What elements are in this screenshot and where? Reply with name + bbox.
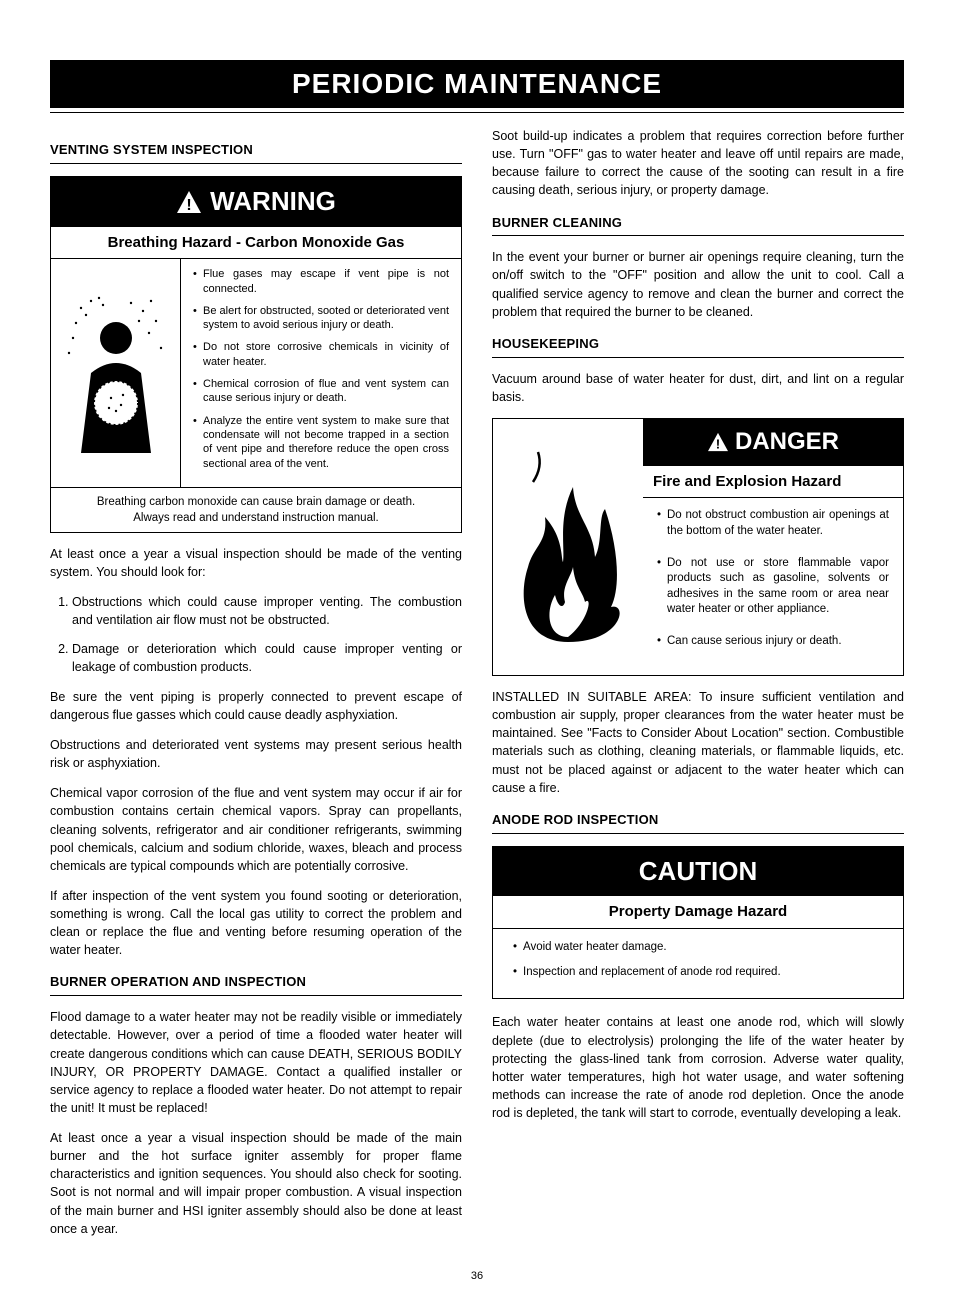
danger-banner-text: DANGER [735, 425, 839, 460]
two-column-layout: VENTING SYSTEM INSPECTION ! WARNING Brea… [50, 127, 904, 1250]
danger-pictogram [493, 419, 643, 675]
danger-bullets: Do not obstruct combustion air openings … [643, 498, 903, 675]
danger-bullet: Do not obstruct combustion air openings … [657, 508, 889, 539]
heading-anode: ANODE ROD INSPECTION [492, 811, 904, 834]
page-title: PERIODIC MAINTENANCE [50, 60, 904, 108]
heading-venting: VENTING SYSTEM INSPECTION [50, 141, 462, 164]
body-text: Be sure the vent piping is properly conn… [50, 688, 462, 724]
svg-text:!: ! [186, 197, 191, 214]
warning-bullets: Flue gases may escape if vent pipe is no… [181, 259, 461, 487]
caution-banner: CAUTION [493, 847, 903, 897]
right-column: Soot build-up indicates a problem that r… [492, 127, 904, 1250]
warning-bullet: Analyze the entire vent system to make s… [193, 414, 449, 471]
svg-text:!: ! [716, 437, 720, 452]
heading-burner-op: BURNER OPERATION AND INSPECTION [50, 973, 462, 996]
caution-bullet: Avoid water heater damage. [513, 939, 883, 956]
caution-subtitle: Property Damage Hazard [493, 896, 903, 929]
heading-housekeeping: HOUSEKEEPING [492, 335, 904, 358]
warning-bullet: Flue gases may escape if vent pipe is no… [193, 267, 449, 296]
left-column: VENTING SYSTEM INSPECTION ! WARNING Brea… [50, 127, 462, 1250]
warning-bullet: Do not store corrosive chemicals in vici… [193, 340, 449, 369]
caution-box: CAUTION Property Damage Hazard Avoid wat… [492, 846, 904, 1000]
warning-bullet: Chemical corrosion of flue and vent syst… [193, 377, 449, 406]
heading-burner-cleaning: BURNER CLEANING [492, 214, 904, 237]
body-text: Obstructions and deteriorated vent syste… [50, 736, 462, 772]
body-text: At least once a year a visual inspection… [50, 1129, 462, 1238]
danger-box: ! DANGER Fire and Explosion Hazard Do no… [492, 418, 904, 676]
warning-box: ! WARNING Breathing Hazard - Carbon Mono… [50, 176, 462, 533]
inspection-list: Obstructions which could cause improper … [72, 593, 462, 676]
warning-footer-line1: Breathing carbon monoxide can cause brai… [61, 494, 451, 510]
danger-right: ! DANGER Fire and Explosion Hazard Do no… [643, 419, 903, 675]
title-rule [50, 112, 904, 113]
warning-triangle-icon: ! [176, 190, 202, 214]
warning-subtitle: Breathing Hazard - Carbon Monoxide Gas [51, 227, 461, 260]
danger-bullet: Do not use or store flammable vapor prod… [657, 556, 889, 618]
danger-body: ! DANGER Fire and Explosion Hazard Do no… [493, 419, 903, 675]
body-text: In the event your burner or burner air o… [492, 248, 904, 321]
caution-bullets: Avoid water heater damage. Inspection an… [493, 929, 903, 998]
body-text: Flood damage to a water heater may not b… [50, 1008, 462, 1117]
danger-subtitle: Fire and Explosion Hazard [643, 466, 903, 499]
list-item: Obstructions which could cause improper … [72, 593, 462, 629]
caution-bullet: Inspection and replacement of anode rod … [513, 964, 883, 981]
warning-banner: ! WARNING [51, 177, 461, 227]
body-text: At least once a year a visual inspection… [50, 545, 462, 581]
body-text: Vacuum around base of water heater for d… [492, 370, 904, 406]
warning-bullet: Be alert for obstructed, sooted or deter… [193, 304, 449, 333]
page-number: 36 [50, 1270, 904, 1282]
body-text: Each water heater contains at least one … [492, 1013, 904, 1122]
body-text: If after inspection of the vent system y… [50, 887, 462, 960]
danger-bullet: Can cause serious injury or death. [657, 634, 889, 650]
warning-body: Flue gases may escape if vent pipe is no… [51, 259, 461, 487]
warning-footer-line2: Always read and understand instruction m… [61, 510, 451, 526]
body-text: Soot build-up indicates a problem that r… [492, 127, 904, 200]
body-text: Chemical vapor corrosion of the flue and… [50, 784, 462, 875]
list-item: Damage or deterioration which could caus… [72, 640, 462, 676]
body-text: INSTALLED IN SUITABLE AREA: To insure su… [492, 688, 904, 797]
warning-pictogram [51, 259, 181, 487]
warning-banner-text: WARNING [210, 183, 336, 221]
danger-banner: ! DANGER [643, 419, 903, 466]
warning-footer: Breathing carbon monoxide can cause brai… [51, 487, 461, 532]
danger-triangle-icon: ! [707, 432, 729, 452]
